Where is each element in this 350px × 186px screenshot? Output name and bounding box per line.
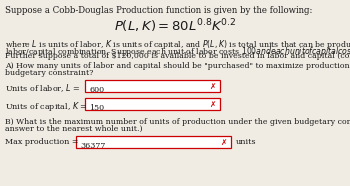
Text: budgetary constraint?: budgetary constraint? [5, 69, 93, 77]
Text: answer to the nearest whole unit.): answer to the nearest whole unit.) [5, 125, 142, 133]
Text: 600: 600 [89, 86, 104, 94]
Text: ✗: ✗ [209, 82, 215, 91]
FancyBboxPatch shape [85, 80, 220, 92]
Text: ✗: ✗ [209, 100, 215, 109]
Text: A) How many units of labor and capital should be "purchased" to maximize product: A) How many units of labor and capital s… [5, 62, 350, 70]
Text: Further suppose a total of $120,000 is available to be invested in labor and cap: Further suppose a total of $120,000 is a… [5, 52, 350, 60]
Text: ✗: ✗ [220, 138, 226, 147]
Text: units: units [236, 138, 257, 146]
Text: Units of capital, $K$ =: Units of capital, $K$ = [5, 100, 88, 113]
Text: 150: 150 [89, 104, 104, 112]
FancyBboxPatch shape [85, 98, 220, 110]
Text: Max production =: Max production = [5, 138, 79, 146]
Text: 36377: 36377 [80, 142, 105, 150]
FancyBboxPatch shape [76, 136, 231, 148]
Text: B) What is the maximum number of units of production under the given budgetary c: B) What is the maximum number of units o… [5, 118, 350, 126]
Text: Suppose a Cobb-Douglas Production function is given by the following:: Suppose a Cobb-Douglas Production functi… [5, 6, 312, 15]
Text: $P(L, K) = 80L^{0.8}K^{0.2}$: $P(L, K) = 80L^{0.8}K^{0.2}$ [114, 17, 236, 35]
Text: where $L$ is units of labor, $K$ is units of capital, and $P(L, K)$ is total uni: where $L$ is units of labor, $K$ is unit… [5, 38, 350, 51]
Text: Units of labor, $L$ =: Units of labor, $L$ = [5, 82, 80, 94]
Text: labor/capital combination. Suppose each unit of labor costs $100 and each unit o: labor/capital combination. Suppose each … [5, 45, 350, 58]
